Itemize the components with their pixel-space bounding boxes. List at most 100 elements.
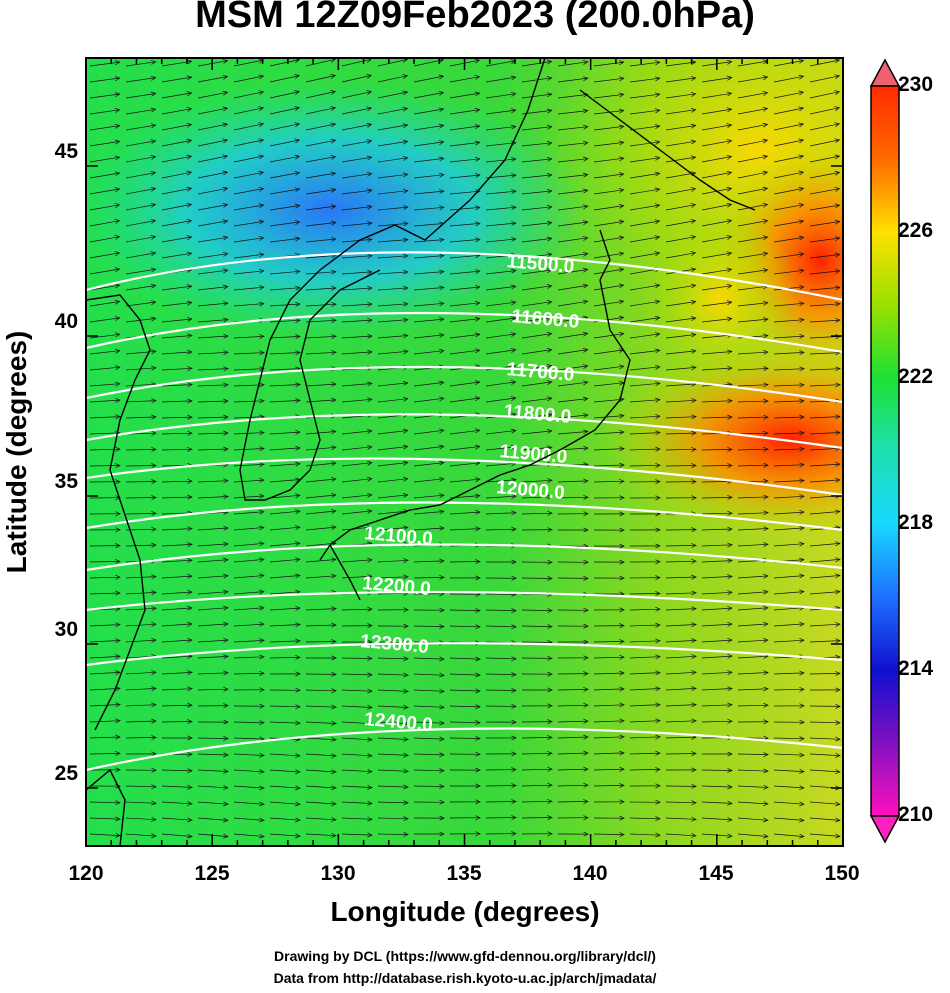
wind-arrow-head: [367, 768, 373, 774]
wind-arrow: [197, 187, 228, 195]
wind-arrow-head: [618, 283, 625, 289]
wind-arrow-head: [115, 365, 121, 371]
wind-arrow: [125, 639, 156, 643]
wind-arrow-head: [330, 155, 337, 160]
wind-arrow: [485, 174, 516, 179]
wind-arrow-head: [258, 235, 265, 241]
wind-arrow-head: [618, 172, 625, 177]
wind-arrow-head: [582, 108, 589, 114]
wind-arrow: [593, 365, 624, 371]
wind-arrow: [485, 76, 516, 83]
wind-arrow: [161, 124, 192, 131]
wind-arrow: [233, 123, 264, 131]
wind-arrow-head: [186, 170, 193, 176]
wind-arrow: [665, 545, 697, 547]
wind-arrow-head: [259, 430, 265, 436]
wind-arrow-head: [763, 752, 769, 758]
wind-arrow-head: [151, 833, 157, 839]
wind-arrow-head: [439, 831, 445, 837]
wind-arrow-head: [690, 123, 697, 129]
wind-arrow-head: [799, 301, 805, 307]
wind-arrow-head: [115, 446, 121, 452]
wind-arrow: [485, 512, 517, 515]
wind-arrow: [773, 107, 804, 115]
wind-arrow: [737, 464, 769, 467]
wind-arrow: [197, 368, 229, 371]
wind-arrow-head: [187, 333, 193, 339]
wind-arrow-head: [114, 332, 121, 338]
wind-arrow-head: [223, 605, 229, 611]
wind-arrow-head: [799, 509, 805, 515]
wind-arrow: [485, 222, 516, 227]
wind-arrow: [161, 171, 192, 179]
wind-arrow: [521, 190, 552, 195]
wind-arrow: [341, 335, 372, 339]
wind-arrow: [125, 576, 157, 579]
wind-arrow: [629, 448, 661, 451]
wind-arrow: [665, 736, 697, 739]
wind-arrow: [377, 319, 408, 323]
wind-arrow-head: [726, 170, 733, 176]
wind-arrow-head: [366, 444, 373, 450]
wind-arrow: [557, 720, 589, 723]
wind-arrow-head: [510, 108, 517, 114]
wind-arrow-head: [295, 605, 301, 611]
wind-arrow-head: [258, 268, 265, 274]
wind-arrow: [89, 156, 120, 163]
wind-arrow: [737, 801, 768, 805]
wind-arrow: [269, 270, 300, 275]
wind-arrow: [809, 575, 840, 579]
wind-arrow: [629, 624, 661, 627]
wind-arrow-head: [403, 784, 409, 790]
wind-arrow: [701, 351, 732, 355]
wind-arrow-head: [690, 267, 697, 273]
wind-arrow-head: [258, 106, 265, 112]
wind-arrow-head: [294, 90, 301, 95]
wind-arrow-head: [222, 284, 229, 290]
wind-arrow-head: [691, 751, 697, 757]
wind-arrow: [161, 351, 192, 355]
wind-arrow: [197, 91, 228, 99]
wind-arrow-head: [222, 138, 229, 144]
wind-arrow: [89, 220, 120, 227]
wind-arrow: [701, 720, 733, 723]
wind-arrow-head: [438, 74, 445, 80]
wind-arrow-head: [151, 510, 157, 516]
wind-arrow: [593, 641, 625, 643]
wind-arrow: [521, 447, 552, 451]
wind-arrow: [197, 656, 229, 659]
wind-arrow: [233, 479, 264, 483]
wind-arrow-head: [691, 686, 697, 692]
wind-arrow: [125, 318, 156, 323]
wind-arrow-head: [367, 623, 373, 629]
wind-arrow-head: [222, 219, 229, 225]
wind-arrow: [305, 335, 337, 339]
wind-arrow-head: [115, 574, 121, 580]
wind-arrow-head: [546, 188, 553, 194]
wind-arrow: [557, 237, 588, 243]
wind-arrow-head: [187, 478, 193, 484]
wind-arrow: [197, 639, 228, 643]
wind-arrow-head: [150, 235, 157, 240]
wind-arrow: [449, 705, 481, 708]
wind-arrow: [305, 624, 337, 627]
wind-arrow: [593, 268, 624, 275]
wind-arrow: [233, 463, 264, 467]
wind-arrow-head: [798, 106, 805, 112]
wind-arrow: [629, 672, 661, 675]
wind-arrow-head: [402, 205, 409, 210]
wind-arrow: [701, 204, 732, 211]
height-contour-line: [86, 501, 843, 532]
wind-arrow-head: [403, 269, 409, 275]
wind-arrow-head: [403, 656, 409, 662]
wind-arrow-head: [367, 269, 373, 275]
wind-arrow-head: [799, 398, 805, 404]
wind-arrow-head: [762, 251, 769, 257]
wind-arrow: [197, 351, 229, 355]
wind-arrow: [125, 528, 157, 531]
wind-arrow: [485, 462, 516, 467]
wind-arrow: [737, 187, 768, 195]
wind-arrow: [737, 704, 769, 707]
wind-arrow: [341, 351, 372, 355]
wind-arrow: [485, 333, 516, 339]
